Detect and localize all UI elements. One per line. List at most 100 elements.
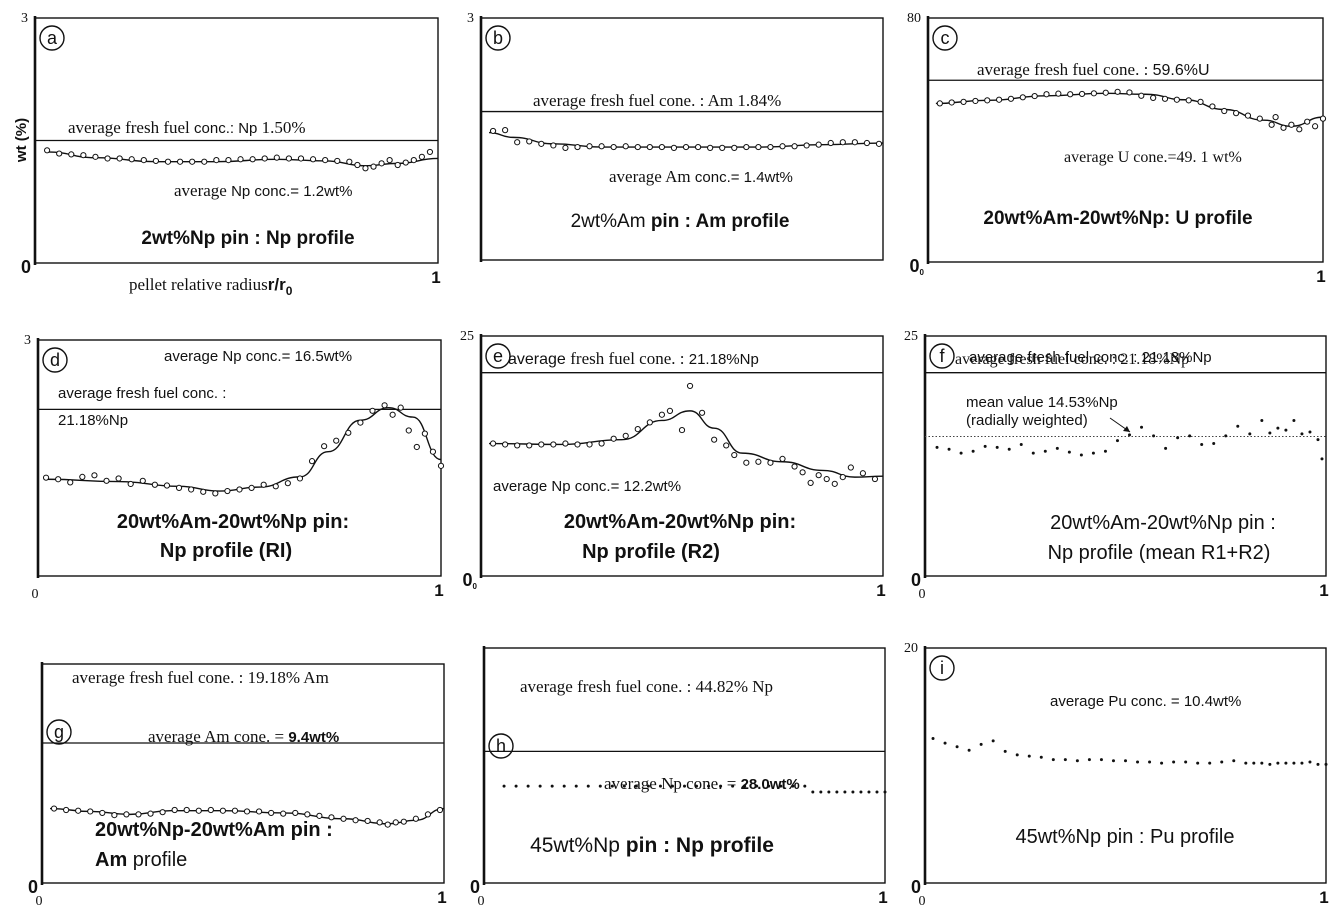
panel-letter-circle — [39, 25, 65, 51]
data-point-28 — [384, 821, 391, 828]
data-point-6 — [115, 475, 122, 482]
data-point-13 — [1091, 451, 1095, 455]
data-point-20 — [284, 480, 291, 487]
data-point-30 — [1284, 428, 1288, 432]
data-point-23 — [322, 157, 329, 164]
data-point-8 — [586, 441, 593, 448]
data-point-26 — [357, 419, 364, 426]
y-tick-bottom: 0 — [21, 257, 31, 277]
data-point-14 — [670, 784, 674, 788]
fit-curve — [935, 92, 1324, 127]
data-point-4 — [91, 472, 98, 479]
data-point-28 — [807, 479, 814, 486]
fit-curve — [489, 131, 884, 148]
data-point-18 — [1150, 94, 1157, 102]
data-point-25 — [791, 143, 798, 150]
data-point-19 — [280, 810, 287, 817]
data-point-3 — [526, 138, 533, 145]
data-point-21 — [1188, 434, 1192, 438]
fit-curve — [489, 410, 884, 478]
data-point-32 — [413, 443, 420, 451]
x-tick-left: 0 — [919, 894, 926, 907]
panel-letter: g — [54, 722, 64, 742]
average-label: average Am cone. = 9.4wt% — [148, 727, 339, 746]
data-point-20 — [743, 784, 747, 788]
x-tick-right: 1 — [878, 888, 887, 907]
data-point-29 — [378, 160, 385, 167]
data-point-7 — [135, 811, 142, 818]
panel-letter-circle — [932, 25, 958, 51]
data-point-13 — [646, 419, 653, 426]
data-point-15 — [666, 407, 674, 414]
panel-title-line2: Am profile — [95, 849, 187, 871]
data-point-16 — [678, 426, 686, 434]
panel-title-line2: Np profile (mean R1+R2) — [1048, 542, 1271, 564]
plot-frame — [480, 335, 884, 577]
data-point-21 — [743, 143, 750, 151]
data-point-21 — [297, 155, 305, 162]
panel-a: a 3 0 1 average fresh fuel conc.: Np 1.50% av… — [21, 11, 441, 287]
data-point-23 — [779, 784, 783, 788]
panel-title-line1: 20wt%Am-20wt%Np pin: — [564, 511, 796, 533]
data-point-20 — [723, 442, 730, 449]
data-point-8 — [1031, 92, 1038, 100]
data-point-10 — [610, 143, 617, 151]
data-point-15 — [670, 144, 678, 151]
data-point-18 — [719, 784, 723, 788]
data-point-35 — [1319, 115, 1327, 122]
data-point-35 — [426, 148, 434, 156]
data-point-13 — [646, 143, 653, 151]
data-point-34 — [1316, 438, 1320, 442]
data-point-34 — [418, 153, 425, 160]
y-tick-bottom: 0 — [28, 877, 38, 897]
data-point-6 — [562, 144, 569, 151]
fresh-fuel-label: average fresh fuel cone. : 44.82% Np — [520, 677, 773, 696]
data-point-17 — [686, 382, 694, 390]
data-point-4 — [92, 153, 99, 160]
data-point-10 — [163, 482, 171, 489]
data-point-23 — [755, 458, 762, 465]
data-point-18 — [1152, 434, 1156, 438]
average-label: average Np conc.= 12.2wt% — [493, 478, 681, 495]
data-point-4 — [983, 444, 987, 448]
data-point-9 — [1043, 91, 1050, 98]
data-point-30 — [1280, 124, 1287, 131]
data-point-9 — [598, 143, 605, 150]
data-point-32 — [1300, 432, 1304, 436]
data-point-30 — [400, 818, 407, 825]
data-point-26 — [791, 463, 798, 470]
data-point-19 — [273, 154, 280, 161]
data-point-19 — [1161, 95, 1169, 102]
panel-title: 45wt%Np pin : Np profile — [530, 834, 774, 857]
data-point-0 — [50, 805, 58, 812]
fresh-fuel-value: 21.18%Np — [58, 412, 128, 429]
data-point-29 — [1272, 114, 1279, 121]
data-point-32 — [402, 159, 409, 166]
data-point-32 — [1292, 761, 1296, 765]
data-point-30 — [823, 475, 830, 483]
panel-letter-circle — [929, 655, 955, 681]
data-point-16 — [695, 784, 699, 788]
fresh-fuel-label: average fresh fuel cone. : 19.18% Am — [72, 668, 329, 687]
x-tick-left: 0 — [36, 894, 43, 907]
y-tick-top: 3 — [21, 11, 28, 26]
data-point-30 — [397, 404, 404, 411]
mean-arrowhead — [1123, 426, 1130, 432]
data-point-33 — [436, 806, 444, 814]
x-tick-right: 1 — [1319, 888, 1328, 907]
y-tick-top: 20 — [904, 641, 918, 656]
data-point-7 — [574, 441, 581, 448]
data-point-24 — [791, 784, 795, 788]
data-point-12 — [1075, 759, 1079, 763]
data-point-16 — [243, 808, 251, 815]
data-point-6 — [1007, 447, 1011, 451]
data-point-5 — [111, 812, 118, 819]
data-point-22 — [1200, 442, 1204, 446]
data-point-21 — [755, 784, 759, 788]
panel-title: 2wt%Np pin : Np profile — [141, 228, 354, 249]
data-point-0 — [502, 784, 506, 788]
data-point-20 — [731, 144, 738, 151]
data-point-18 — [261, 155, 268, 162]
data-point-6 — [574, 784, 578, 788]
x-tick-left: 0 — [919, 587, 926, 602]
